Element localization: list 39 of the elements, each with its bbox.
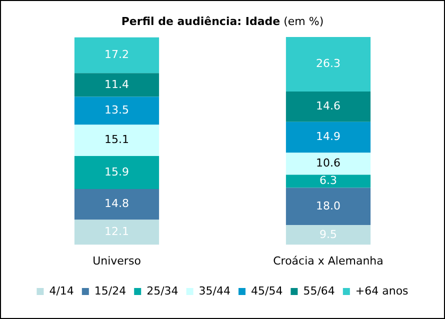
bar: [74, 189, 160, 220]
bar: [74, 96, 160, 125]
bar: [286, 37, 371, 92]
bar: [286, 225, 371, 245]
data-label: 12.1: [104, 225, 129, 238]
data-label: 10.6: [316, 156, 340, 170]
data-label: 14.8: [104, 197, 129, 210]
data-label: 14.6: [316, 100, 340, 113]
data-label: 9.5: [320, 228, 337, 241]
bar: [286, 174, 371, 188]
data-label: 11.4: [104, 78, 129, 91]
bar: [286, 92, 371, 122]
legend-label: 4/14: [49, 284, 74, 298]
legend-label: +64 anos: [355, 284, 409, 298]
bar: [286, 122, 371, 153]
x-tick-label: Croácia x Alemanha: [273, 254, 384, 268]
bar: [74, 220, 160, 245]
data-label: 26.3: [316, 57, 340, 70]
x-tick-label: Universo: [92, 254, 142, 268]
bar: [74, 73, 160, 97]
legend-label: 55/64: [303, 284, 335, 298]
bar: [74, 156, 160, 190]
data-label: 18.0: [316, 199, 340, 212]
legend-label: 15/24: [94, 284, 126, 298]
legend-label: 25/34: [146, 284, 178, 298]
bar: [286, 152, 371, 175]
data-label: 15.1: [104, 133, 129, 146]
data-label: 15.9: [104, 165, 129, 178]
data-label: 14.9: [316, 130, 340, 144]
bar: [74, 37, 160, 74]
data-label: 17.2: [104, 48, 129, 62]
chart-subtitle: (em %): [284, 15, 324, 28]
data-label: 6.3: [320, 174, 337, 188]
chart-title: Perfil de audiência: Idade: [121, 15, 280, 28]
bar: [74, 124, 160, 156]
data-label: 13.5: [104, 104, 129, 117]
bar: [286, 188, 371, 226]
legend-label: 45/54: [251, 284, 283, 298]
legend-label: 35/44: [198, 284, 231, 298]
